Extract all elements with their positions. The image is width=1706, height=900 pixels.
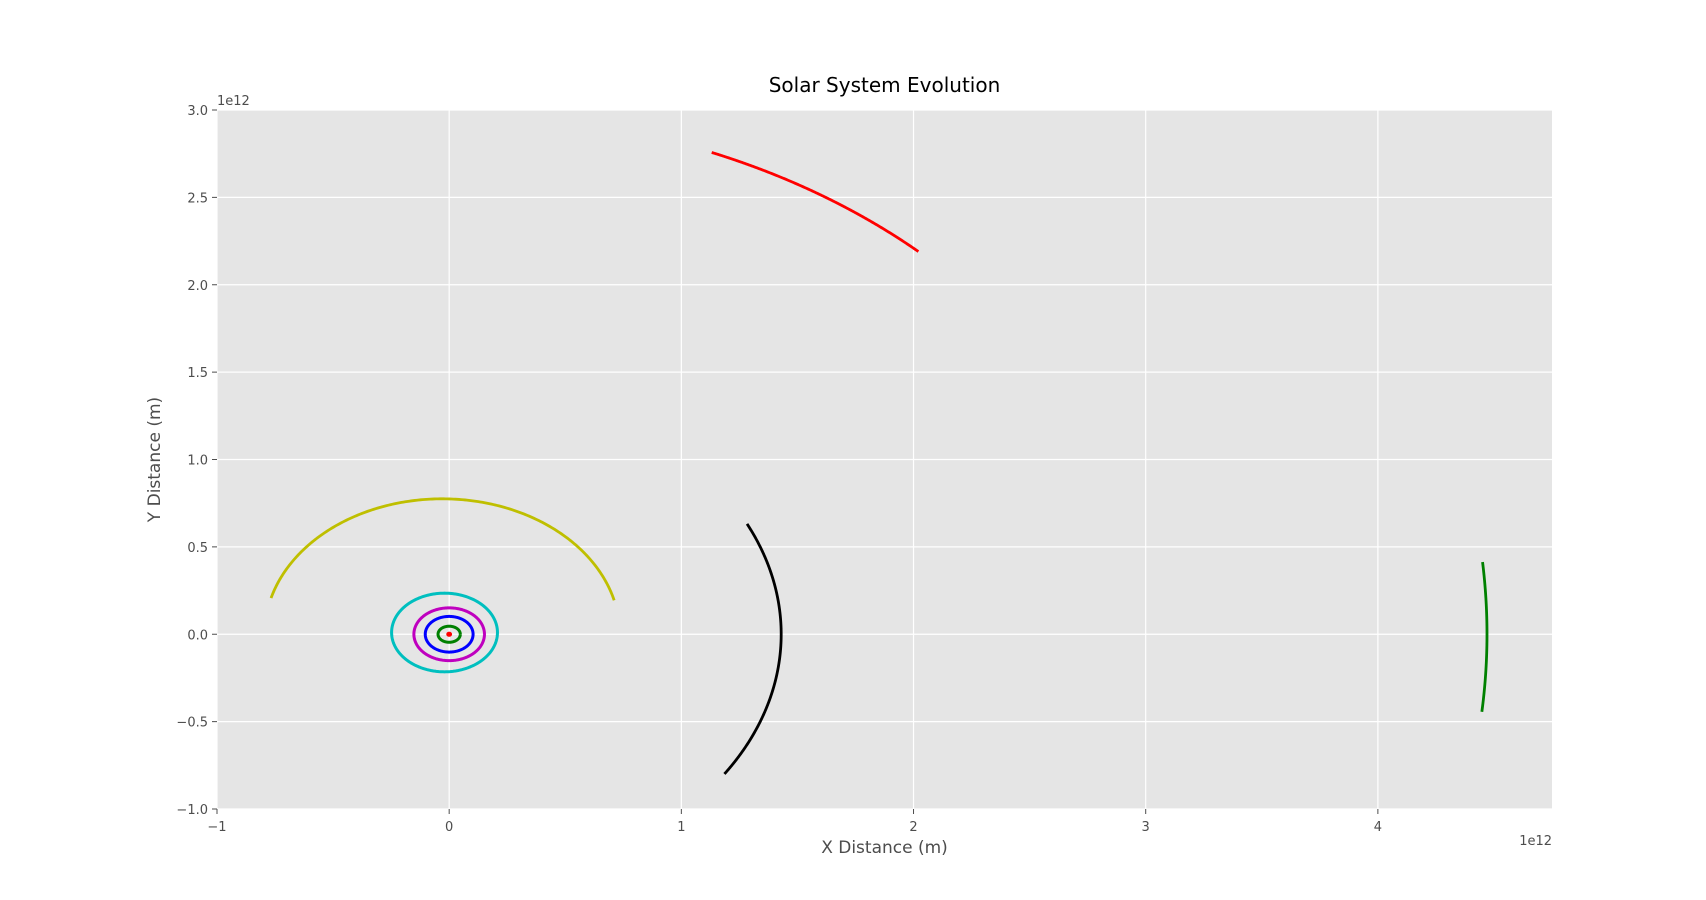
x-axis-label: X Distance (m) bbox=[821, 838, 948, 858]
y-axis-offset-label: 1e12 bbox=[217, 94, 250, 109]
x-axis-offset-label: 1e12 bbox=[1519, 834, 1552, 849]
x-tick-label: 2 bbox=[909, 820, 917, 835]
x-tick-label: 3 bbox=[1142, 820, 1150, 835]
x-tick-label: 4 bbox=[1374, 820, 1382, 835]
series-line-1 bbox=[436, 624, 462, 644]
series-line-2 bbox=[423, 614, 475, 654]
y-tick-label: 1.0 bbox=[187, 454, 208, 469]
x-tick-label: −1 bbox=[207, 820, 226, 835]
y-tick-label: 2.5 bbox=[187, 191, 208, 206]
y-tick-label: −1.0 bbox=[176, 803, 208, 818]
y-tick-label: 3.0 bbox=[187, 104, 208, 119]
y-tick-label: −0.5 bbox=[176, 716, 208, 731]
y-tick-label: 0.0 bbox=[187, 628, 208, 643]
series-line-8 bbox=[1480, 561, 1489, 713]
x-tick-label: 1 bbox=[677, 820, 685, 835]
y-axis-ticks: −1.0 −0.5 0.0 0.5 1.0 1.5 2.0 2.5 3.0 bbox=[176, 104, 217, 818]
y-tick-label: 0.5 bbox=[187, 541, 208, 556]
y-axis-label: Y Distance (m) bbox=[145, 397, 165, 523]
x-axis-ticks: −1 0 1 2 3 4 bbox=[207, 809, 1382, 835]
series-line-7 bbox=[723, 523, 783, 775]
chart-title: Solar System Evolution bbox=[769, 73, 1001, 97]
series-line-5 bbox=[269, 497, 616, 601]
y-tick-label: 2.0 bbox=[187, 279, 208, 294]
series-line-0 bbox=[446, 631, 453, 637]
series-line-4 bbox=[390, 591, 499, 674]
series-layer bbox=[269, 151, 1489, 775]
x-tick-label: 0 bbox=[445, 820, 453, 835]
series-line-3 bbox=[412, 606, 486, 663]
y-tick-label: 1.5 bbox=[187, 366, 208, 381]
series-line-6 bbox=[711, 151, 920, 253]
